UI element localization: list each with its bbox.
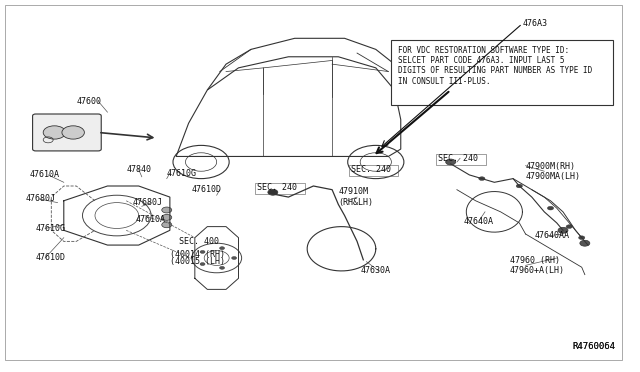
Text: 47910M
(RH&LH): 47910M (RH&LH) [339, 187, 373, 207]
Text: SEC. 240: SEC. 240 [438, 154, 478, 163]
Circle shape [62, 126, 84, 139]
Circle shape [43, 126, 66, 139]
Circle shape [162, 222, 172, 228]
Circle shape [200, 263, 205, 266]
Text: 47610A: 47610A [136, 215, 166, 224]
Circle shape [547, 206, 554, 210]
Circle shape [566, 225, 572, 228]
Circle shape [162, 207, 172, 213]
Text: 47680J: 47680J [25, 195, 55, 203]
Text: 47600: 47600 [76, 97, 101, 106]
Text: 47960 (RH)
47960+A(LH): 47960 (RH) 47960+A(LH) [510, 256, 565, 275]
Circle shape [162, 214, 172, 220]
Circle shape [516, 184, 522, 188]
Circle shape [220, 247, 225, 250]
Circle shape [200, 250, 205, 253]
Text: 47680J: 47680J [132, 198, 163, 207]
Circle shape [558, 227, 568, 233]
Circle shape [580, 240, 590, 246]
Text: 47840: 47840 [126, 165, 151, 174]
Text: 47640A: 47640A [463, 217, 493, 225]
Text: (40015 (LH): (40015 (LH) [170, 257, 225, 266]
Text: 47610A: 47610A [29, 170, 60, 179]
Text: (40014 (RH): (40014 (RH) [170, 250, 225, 259]
Bar [392, 40, 613, 105]
FancyBboxPatch shape [33, 114, 101, 151]
Text: 47630A: 47630A [360, 266, 390, 275]
Circle shape [232, 257, 237, 260]
Text: SEC. 240: SEC. 240 [351, 165, 391, 174]
Text: 47610D: 47610D [192, 185, 221, 194]
Circle shape [268, 189, 278, 195]
Text: 47610G: 47610G [36, 224, 66, 233]
Text: FOR VDC RESTORATION SOFTWARE TYPE ID:
SELCET PART CODE 476A3. INPUT LAST 5
DIGIT: FOR VDC RESTORATION SOFTWARE TYPE ID: SE… [397, 46, 592, 86]
Text: 47900M(RH)
47900MA(LH): 47900M(RH) 47900MA(LH) [525, 161, 580, 181]
Circle shape [220, 266, 225, 269]
Circle shape [579, 236, 585, 240]
Text: R4760064: R4760064 [572, 342, 616, 351]
Circle shape [479, 177, 485, 180]
Text: SEC. 240: SEC. 240 [257, 183, 297, 192]
Text: R4760064: R4760064 [572, 342, 616, 351]
Circle shape [445, 159, 456, 165]
Text: 47610D: 47610D [36, 253, 66, 263]
Text: 47610G: 47610G [167, 169, 196, 177]
Text: 476A3: 476A3 [522, 19, 547, 28]
Text: 47640AA: 47640AA [535, 231, 570, 240]
Text: SEC. 400: SEC. 400 [179, 237, 220, 246]
